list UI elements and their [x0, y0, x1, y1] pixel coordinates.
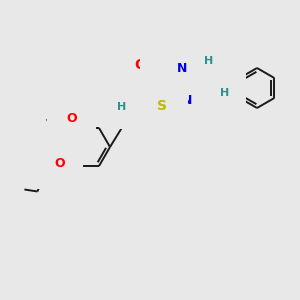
Text: H: H: [220, 88, 230, 98]
Text: S: S: [157, 99, 167, 113]
Text: N: N: [159, 68, 169, 80]
Text: O: O: [54, 157, 65, 170]
Text: H: H: [117, 102, 127, 112]
Text: O: O: [66, 112, 77, 125]
Text: H: H: [204, 56, 214, 66]
Text: N: N: [177, 61, 187, 74]
Text: N: N: [182, 94, 192, 107]
Text: O: O: [134, 58, 146, 72]
